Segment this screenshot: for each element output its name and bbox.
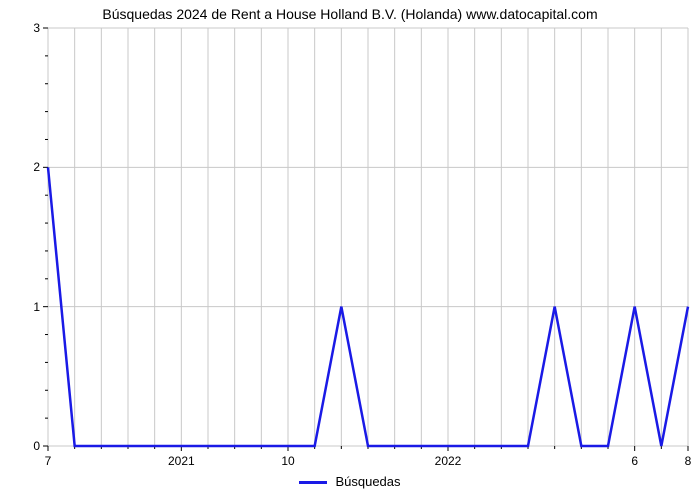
- legend-label: Búsquedas: [335, 474, 400, 489]
- x-tick-label: 2022: [435, 454, 462, 468]
- chart-svg: [48, 28, 688, 446]
- x-tick-label: 2021: [168, 454, 195, 468]
- x-tick-label: 8: [685, 454, 692, 468]
- chart-title: Búsquedas 2024 de Rent a House Holland B…: [0, 6, 700, 22]
- x-tick-label: 6: [631, 454, 638, 468]
- legend-line-swatch: [299, 481, 327, 484]
- chart-legend: Búsquedas: [0, 474, 700, 489]
- y-tick-label: 2: [10, 160, 40, 174]
- x-tick-label: 7: [45, 454, 52, 468]
- y-tick-label: 0: [10, 439, 40, 453]
- chart-plot-area: [48, 28, 688, 446]
- x-tick-label: 10: [281, 454, 294, 468]
- y-tick-label: 3: [10, 21, 40, 35]
- y-tick-label: 1: [10, 300, 40, 314]
